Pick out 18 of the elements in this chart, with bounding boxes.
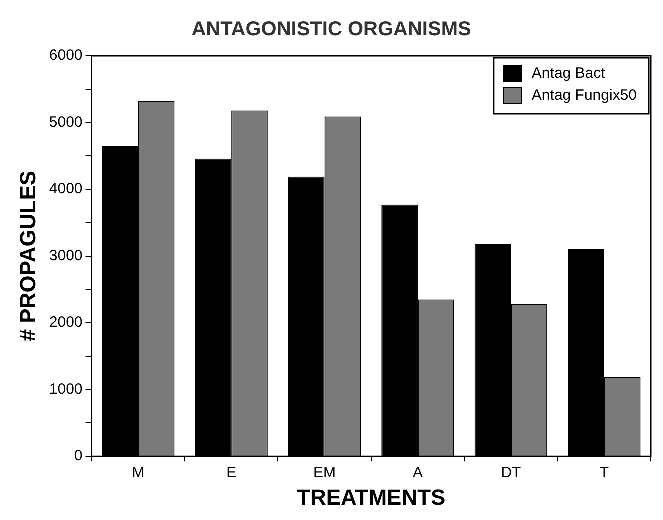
y-tick-label: 6000 xyxy=(49,47,83,64)
x-tick-label: E xyxy=(226,464,237,482)
legend-label: Antag Fungix50 xyxy=(532,87,638,104)
y-tick-label: 4000 xyxy=(49,180,83,198)
chart-title: ANTAGONISTIC ORGANISMS xyxy=(192,18,472,41)
x-tick-label: DT xyxy=(501,464,522,482)
y-tick-label: 2000 xyxy=(49,314,83,332)
y-tick-label: 5000 xyxy=(49,114,83,131)
x-tick-label: EM xyxy=(314,464,336,482)
x-tick-label: M xyxy=(132,464,145,482)
y-tick-label: 3000 xyxy=(49,247,83,264)
y-tick-label: 1000 xyxy=(49,380,83,398)
x-tick-label: A xyxy=(412,464,423,482)
y-axis-title: # PROPAGULES xyxy=(15,170,40,342)
legend-label: Antag Bact xyxy=(532,65,606,82)
x-tick-label: T xyxy=(600,464,609,482)
x-axis-title: TREATMENTS xyxy=(297,484,446,510)
y-tick-label: 0 xyxy=(74,448,83,465)
